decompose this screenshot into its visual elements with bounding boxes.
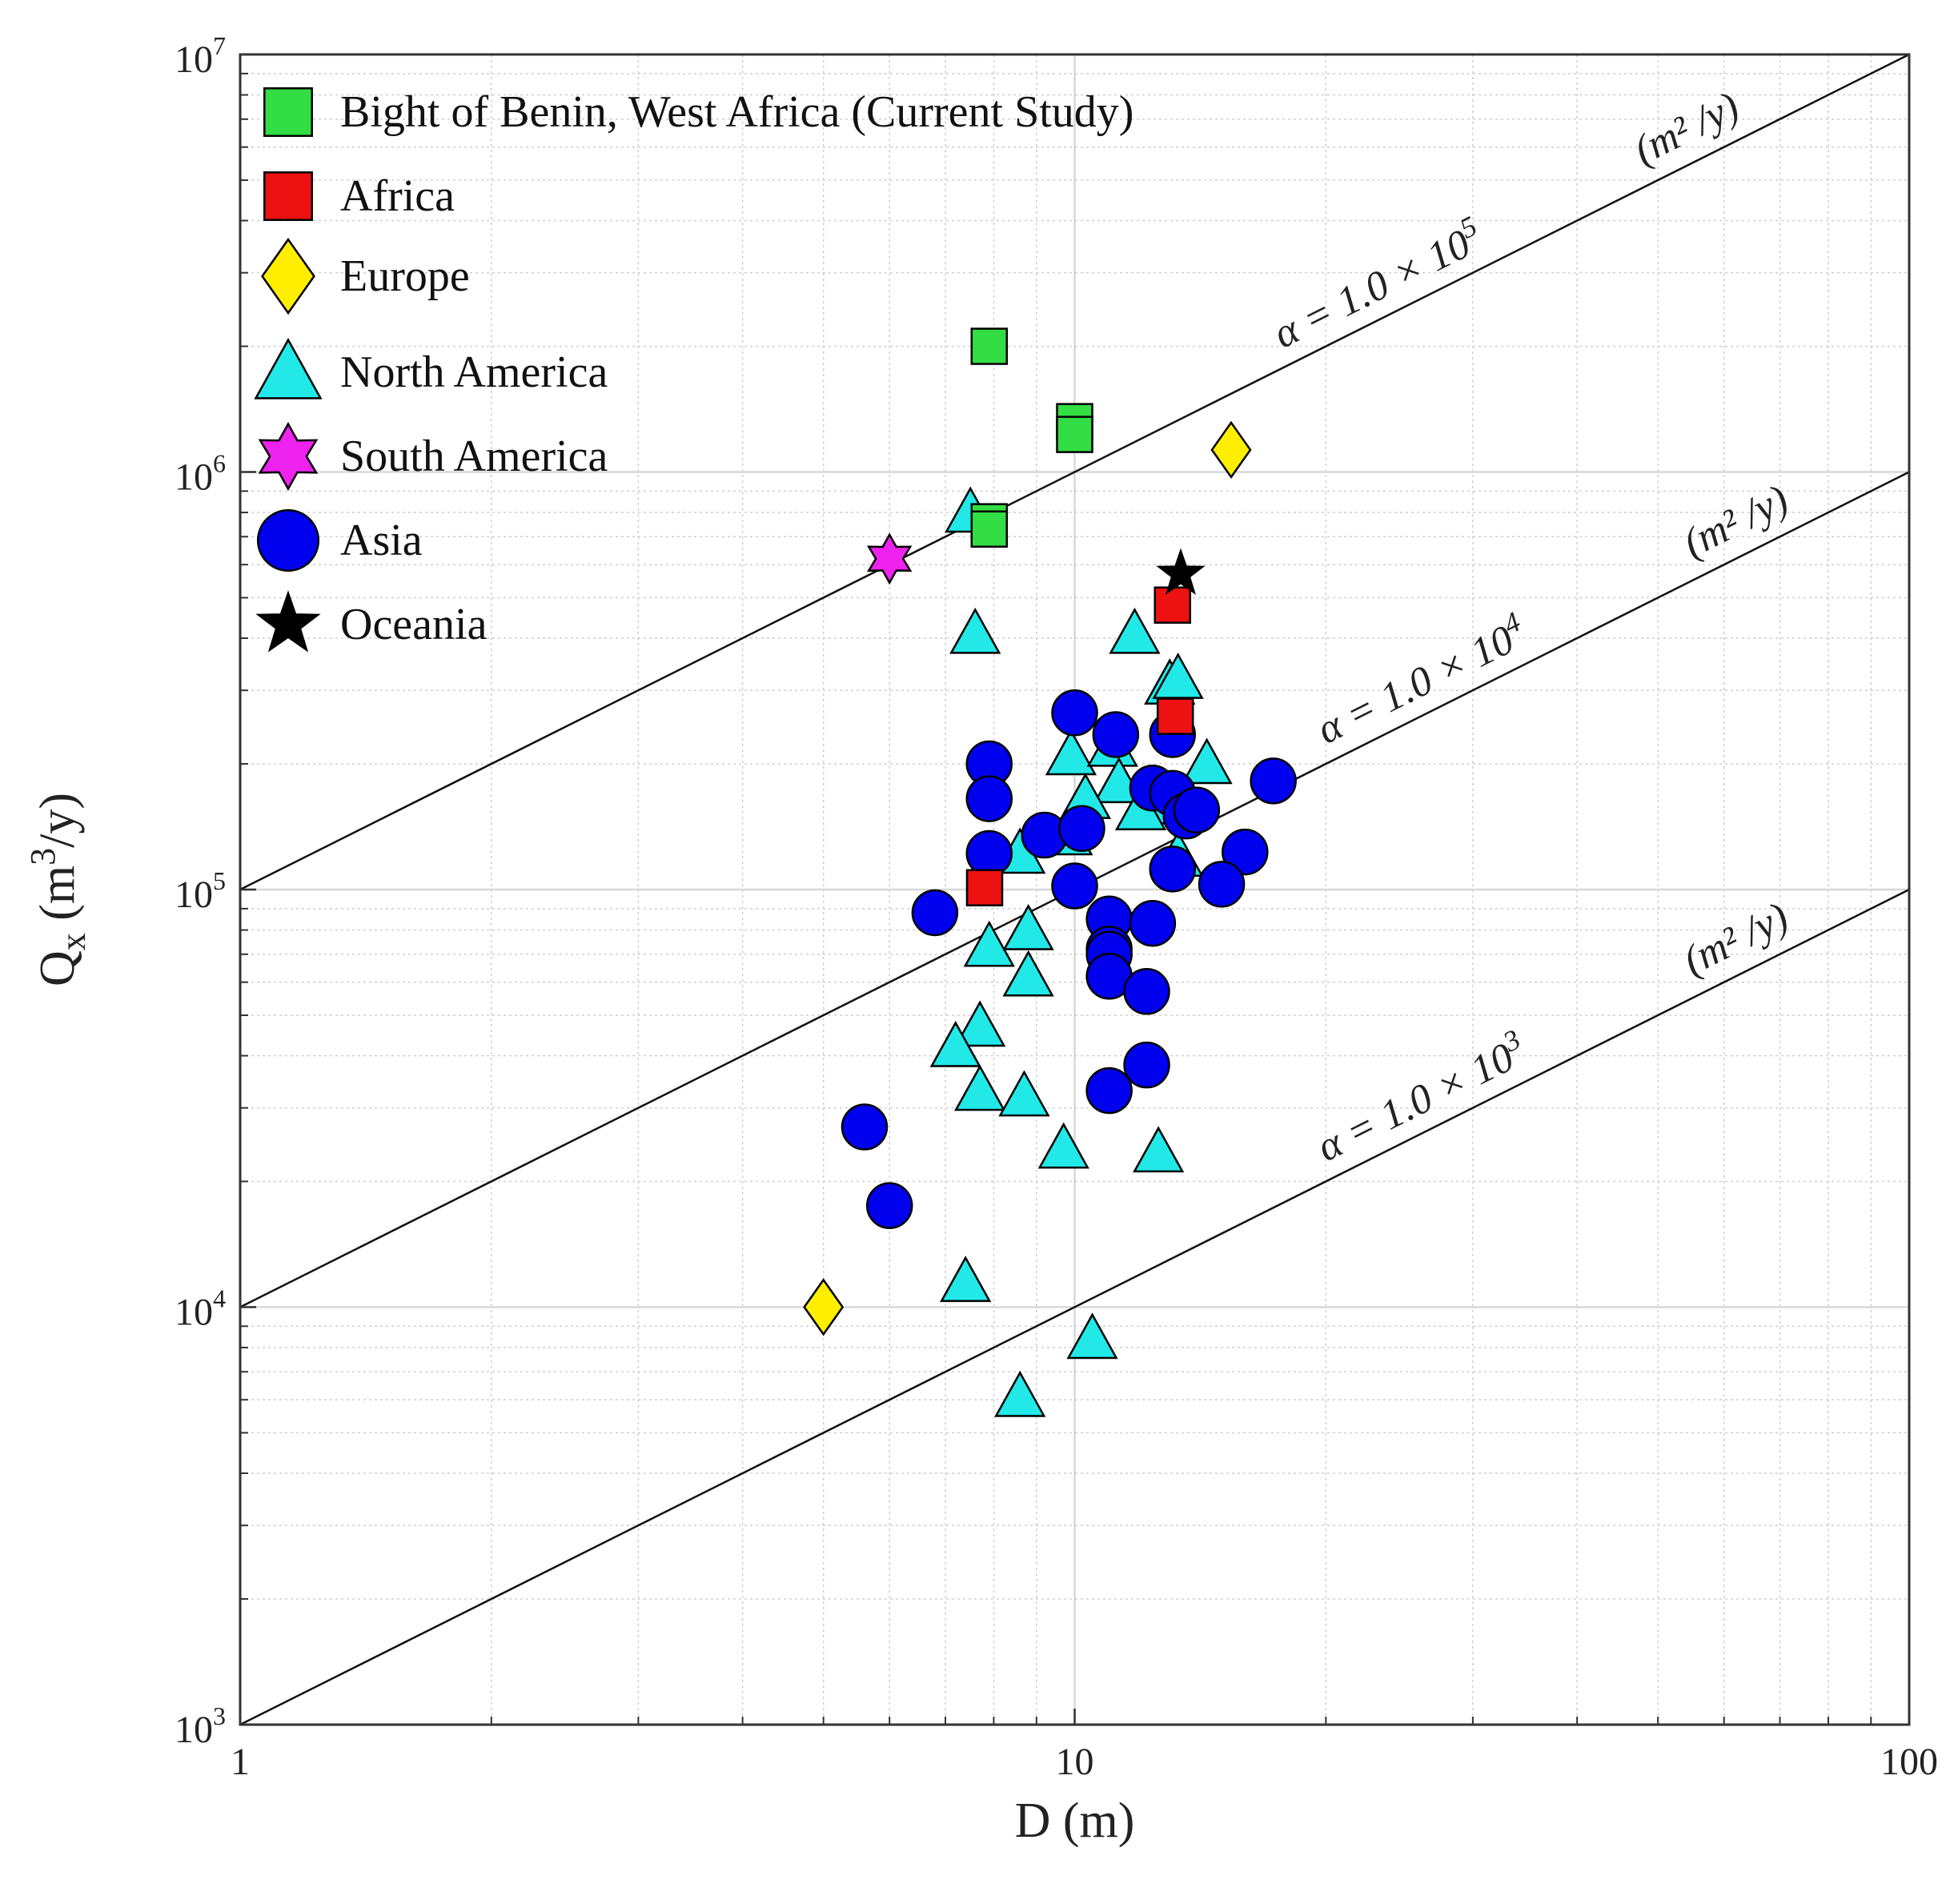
point-asia xyxy=(1250,757,1297,805)
point-asia xyxy=(1085,1066,1133,1115)
y-tick-label: 105 xyxy=(175,866,226,916)
y-tick-label: 106 xyxy=(175,449,226,499)
point-north-america xyxy=(954,1064,1006,1111)
point-asia xyxy=(911,889,959,937)
reference-line-unit: (m² /y) xyxy=(1676,476,1796,567)
point-europe xyxy=(803,1278,845,1336)
reference-line-alpha-2 xyxy=(239,888,1910,1726)
point-asia xyxy=(965,775,1013,822)
y-tick-label: 104 xyxy=(175,1284,226,1334)
point-asia xyxy=(1123,968,1170,1015)
point-bight-of-benin-west-africa-current-study xyxy=(1056,416,1093,453)
point-bight-of-benin-west-africa-current-study xyxy=(970,510,1009,548)
point-north-america xyxy=(998,1070,1050,1117)
legend-marker-europe xyxy=(261,237,315,315)
point-africa xyxy=(965,869,1004,906)
point-north-america xyxy=(963,920,1015,967)
point-south-america xyxy=(866,532,913,585)
point-bight-of-benin-west-africa-current-study xyxy=(970,327,1009,365)
legend-label-africa: Africa xyxy=(340,171,455,221)
point-asia xyxy=(1051,862,1098,910)
point-north-america xyxy=(994,1370,1046,1417)
x-axis-title: D (m) xyxy=(1015,1794,1135,1848)
y-tick-label: 107 xyxy=(175,31,226,81)
point-asia xyxy=(865,1182,913,1230)
y-axis-title: Qx (m3/y) xyxy=(23,793,93,986)
tick-labels: 1 10 100 103 104 105 106 107 xyxy=(175,31,1938,1783)
point-north-america xyxy=(1066,1312,1118,1360)
legend-marker-oceania xyxy=(255,590,321,653)
point-north-america xyxy=(1002,903,1054,950)
point-north-america xyxy=(1037,1122,1089,1169)
point-north-america xyxy=(1109,607,1161,654)
point-north-america xyxy=(1002,950,1054,997)
legend-label-north-america: North America xyxy=(340,347,608,397)
legend-label-europe: Europe xyxy=(340,251,470,301)
point-asia xyxy=(1058,805,1105,853)
axis-titles: D (m) Qx (m3/y) xyxy=(23,793,1134,1848)
legend: Bight of Benin, West Africa (Current Stu… xyxy=(254,87,1133,653)
point-europe xyxy=(1210,420,1252,479)
x-tick-label: 10 xyxy=(1056,1741,1094,1783)
data-points xyxy=(803,327,1297,1417)
reference-line-label: α = 1.0 × 103 xyxy=(1307,1023,1534,1171)
legend-marker-africa xyxy=(263,171,313,221)
legend-label-oceania: Oceania xyxy=(340,600,487,649)
x-tick-label: 100 xyxy=(1880,1741,1938,1783)
point-asia xyxy=(1222,828,1269,876)
reference-line-label: α = 1.0 × 105 xyxy=(1264,210,1491,358)
point-asia xyxy=(1051,689,1098,737)
legend-label-bight-of-benin-west-africa-current-study: Bight of Benin, West Africa (Current Stu… xyxy=(340,87,1133,137)
y-tick-label: 103 xyxy=(175,1701,226,1751)
x-tick-label: 1 xyxy=(231,1741,250,1783)
legend-label-asia: Asia xyxy=(340,516,423,565)
point-africa xyxy=(1154,586,1192,624)
point-north-america xyxy=(954,1000,1006,1047)
point-north-america xyxy=(1133,1126,1185,1173)
point-asia xyxy=(841,1103,889,1151)
point-asia xyxy=(1092,711,1140,758)
point-asia xyxy=(1149,846,1197,893)
point-asia xyxy=(1173,786,1221,834)
point-oceania xyxy=(1156,548,1206,595)
reference-line-label: α = 1.0 × 104 xyxy=(1307,605,1534,753)
point-north-america xyxy=(940,1255,992,1303)
point-africa xyxy=(1156,697,1194,735)
point-asia xyxy=(1198,861,1246,908)
legend-marker-north-america xyxy=(254,337,323,400)
reference-line-unit: (m² /y) xyxy=(1627,83,1746,174)
point-asia xyxy=(1129,899,1177,947)
point-north-america xyxy=(1045,729,1097,776)
point-north-america xyxy=(929,1020,981,1067)
point-north-america xyxy=(1181,737,1233,785)
axis-ticks xyxy=(239,53,1911,1726)
point-north-america xyxy=(949,607,1001,654)
reference-line-unit: (m² /y) xyxy=(1676,894,1796,984)
legend-marker-bight-of-benin-west-africa-current-study xyxy=(263,87,313,137)
reference-line-alpha-0 xyxy=(239,53,1910,891)
point-asia xyxy=(1123,1041,1170,1089)
legend-marker-asia xyxy=(256,508,320,572)
legend-label-south-america: South America xyxy=(340,432,608,481)
legend-marker-south-america xyxy=(258,421,319,492)
